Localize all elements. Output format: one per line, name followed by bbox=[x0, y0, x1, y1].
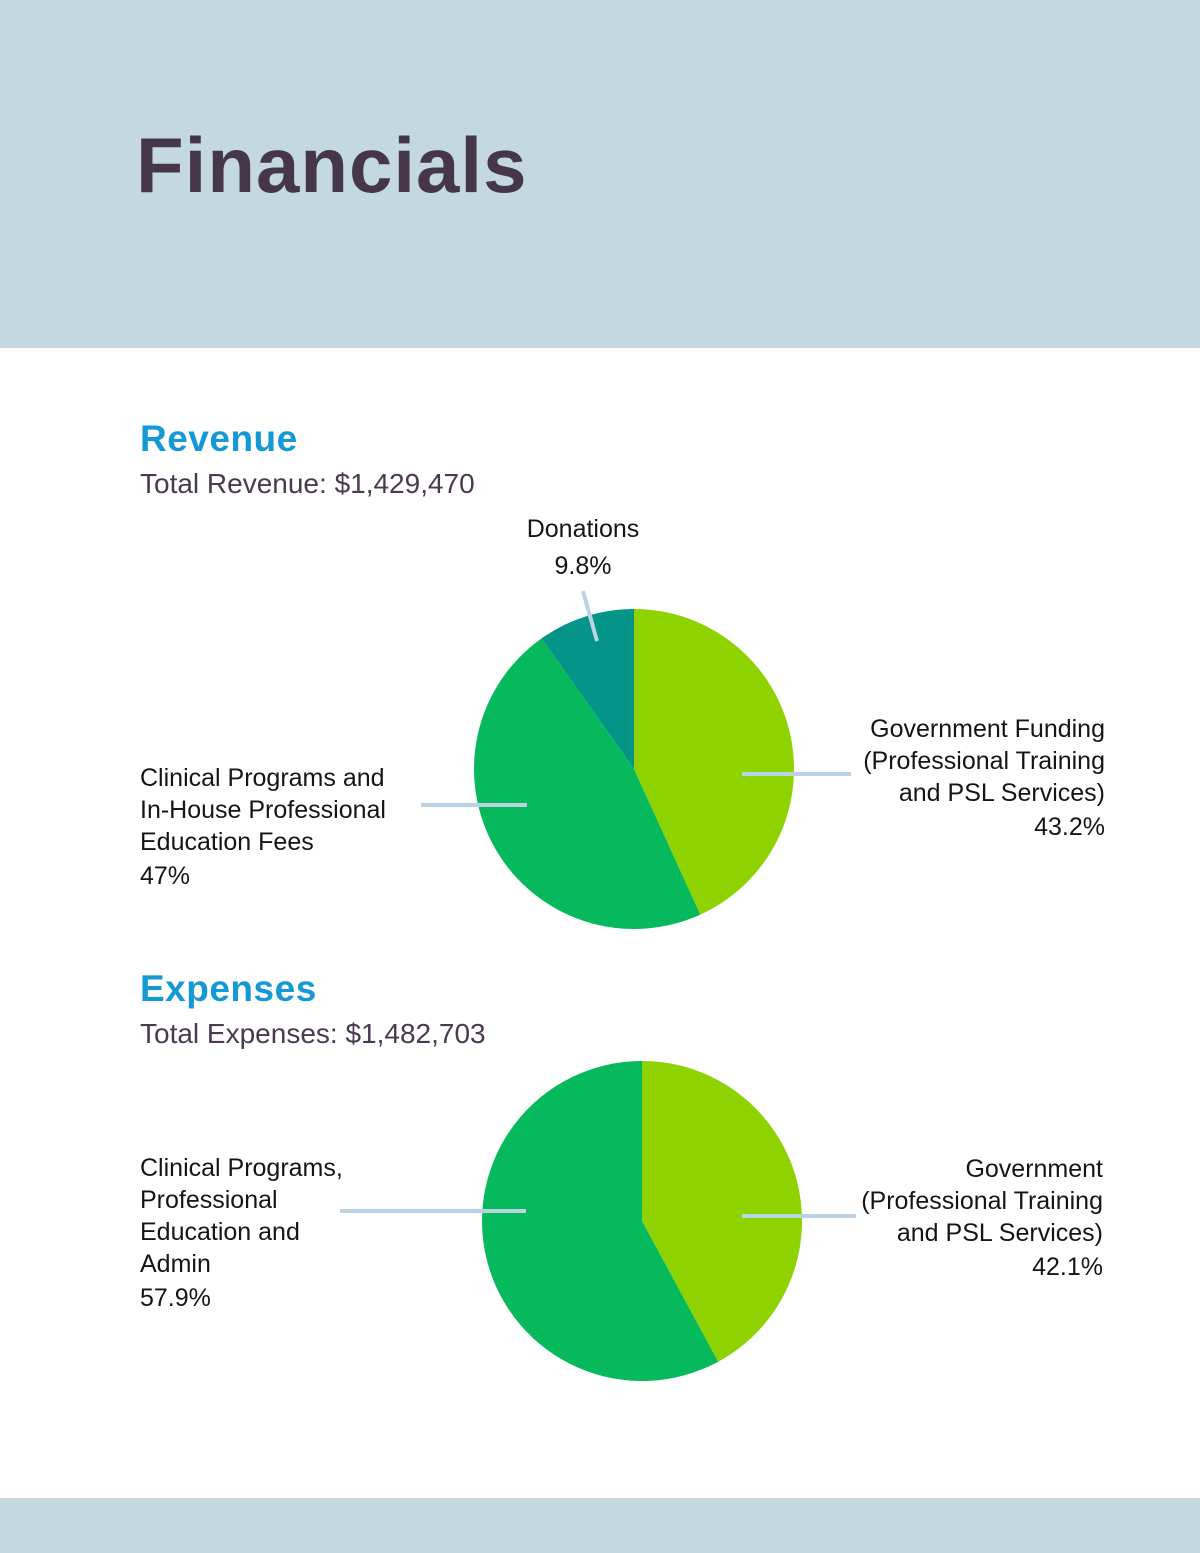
slice-label-text: Government Funding (Professional Trainin… bbox=[863, 715, 1105, 807]
page-title: Financials bbox=[136, 121, 528, 209]
expenses-heading: Expenses bbox=[140, 968, 317, 1009]
revenue-total: Total Revenue: $1,429,470 bbox=[140, 468, 475, 499]
slice-label-text: Government (Professional Training and PS… bbox=[861, 1155, 1103, 1247]
pie-slice bbox=[482, 1061, 719, 1381]
slice-label-text: Donations bbox=[526, 515, 640, 543]
slice-percent: 42.1% bbox=[1032, 1253, 1103, 1281]
slice-percent: 9.8% bbox=[554, 552, 612, 580]
slice-label-text: Clinical Programs, Professional Educatio… bbox=[140, 1154, 343, 1278]
expenses-total: Total Expenses: $1,482,703 bbox=[140, 1018, 486, 1049]
revenue-label-donations: Donations 9.8% bbox=[483, 512, 683, 584]
slice-percent: 47% bbox=[140, 862, 191, 890]
slice-label-text: Clinical Programs and In-House Professio… bbox=[140, 764, 386, 856]
revenue-heading: Revenue bbox=[140, 418, 298, 459]
header-band: Financials bbox=[0, 0, 1200, 348]
pie-slice bbox=[541, 609, 634, 769]
slice-percent: 43.2% bbox=[1034, 813, 1105, 841]
revenue-label-clinical-programs: Clinical Programs and In-House Professio… bbox=[140, 762, 386, 892]
revenue-label-government-funding: Government Funding (Professional Trainin… bbox=[863, 713, 1105, 843]
expenses-label-clinical-programs: Clinical Programs, Professional Educatio… bbox=[140, 1152, 343, 1314]
expenses-label-government: Government (Professional Training and PS… bbox=[861, 1153, 1103, 1283]
pie-slice bbox=[634, 609, 794, 915]
pie-slice bbox=[474, 638, 701, 929]
footer-band: Annual Report 2021-22 | The Speech & Stu… bbox=[0, 1498, 1200, 1553]
revenue-pie-chart bbox=[474, 609, 794, 929]
pie-slice bbox=[642, 1061, 802, 1362]
slice-percent: 57.9% bbox=[140, 1284, 211, 1312]
expenses-pie-chart bbox=[482, 1061, 802, 1381]
